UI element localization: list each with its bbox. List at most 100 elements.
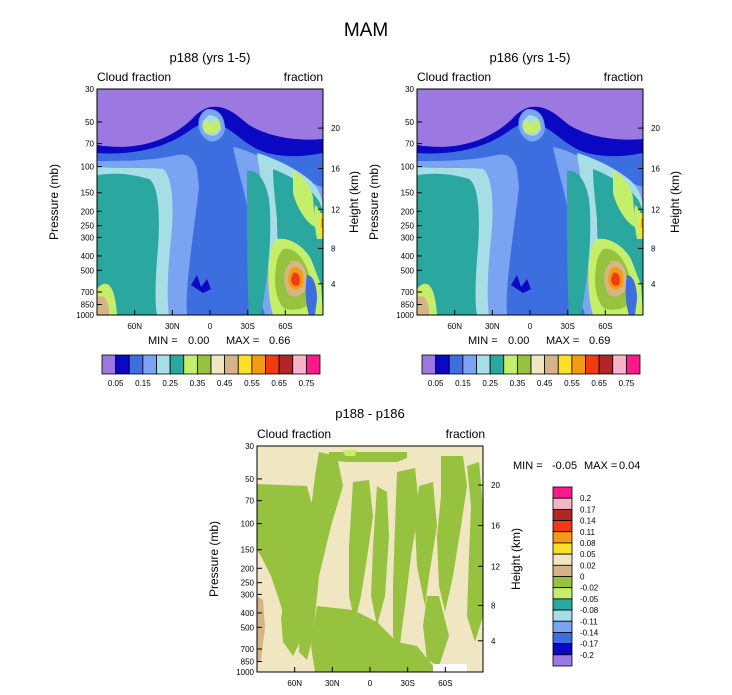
colorbar-label: 0.45	[537, 379, 553, 388]
lat-tick-label: 30S	[401, 679, 415, 688]
y2-axis-label: Height (km)	[509, 528, 523, 590]
pressure-tick-label: 250	[81, 222, 95, 231]
height-tick-label: 8	[651, 244, 656, 253]
colorbar-label: -0.08	[580, 606, 599, 615]
height-tick-label: 20	[651, 124, 660, 133]
pressure-tick-label: 70	[405, 140, 414, 149]
colorbar-swatch	[552, 531, 573, 544]
contour-band-green	[329, 452, 407, 462]
left-corner-label: Cloud fraction	[257, 427, 331, 441]
height-tick-label: 4	[331, 280, 336, 289]
colorbar-swatch	[552, 620, 573, 633]
contour-band-tan	[417, 295, 429, 315]
colorbar-label: 0.08	[580, 539, 596, 548]
left-corner-label: Cloud fraction	[97, 70, 171, 84]
lat-tick-label: 60S	[438, 679, 452, 688]
pressure-tick-label: 30	[85, 85, 94, 94]
colorbar-swatch	[101, 354, 117, 375]
colorbar-swatch	[210, 354, 226, 375]
contour-band-green	[281, 586, 303, 656]
pressure-tick-label: 100	[241, 520, 255, 529]
colorbar-swatch	[552, 564, 573, 577]
contour-band-teal	[417, 173, 479, 315]
contour-band-blue	[625, 275, 637, 315]
contour-band-green	[257, 484, 315, 628]
colorbar: 0.05 0.15 0.25 0.35 0.45 0.55 0.65 0.75	[101, 354, 321, 388]
colorbar-label: 0.75	[619, 379, 635, 388]
contour-band-lightgreen	[523, 120, 540, 134]
max-label: MAX =	[546, 335, 579, 347]
contour-band-lightgreen	[203, 120, 220, 134]
pressure-tick-label: 400	[241, 609, 255, 618]
colorbar-swatch	[585, 354, 600, 375]
contour-layers	[417, 89, 643, 315]
height-tick-label: 8	[491, 601, 496, 610]
height-tick-label: 20	[331, 124, 340, 133]
height-tick-label: 20	[491, 481, 500, 490]
lat-tick-label: 0	[208, 322, 213, 331]
y2-axis-label: Height (km)	[668, 171, 682, 233]
colorbar-swatch	[265, 354, 280, 375]
colorbar-label: 0.45	[217, 379, 233, 388]
pressure-tick-label: 300	[241, 590, 255, 599]
colorbar-label: 0.05	[108, 379, 124, 388]
pressure-tick-label: 850	[241, 658, 255, 667]
colorbar-label: 0.14	[580, 517, 596, 526]
pressure-tick-label: 200	[401, 207, 415, 216]
colorbar-label: 0.05	[428, 379, 444, 388]
panel-title: p186 (yrs 1-5)	[490, 50, 571, 65]
colorbar-label: 0.25	[162, 379, 178, 388]
colorbar-swatch	[462, 354, 477, 375]
height-tick-label: 4	[491, 637, 496, 646]
lat-tick-label: 30N	[325, 679, 340, 688]
pressure-tick-label: 150	[241, 546, 255, 555]
lat-tick-label: 30S	[561, 322, 575, 331]
colorbar-swatch	[552, 598, 573, 611]
colorbar-swatch	[305, 354, 321, 375]
colorbar-label: 0.15	[135, 379, 151, 388]
pressure-tick-label: 200	[81, 207, 95, 216]
colorbar-swatch	[612, 354, 627, 375]
colorbar-swatch	[552, 520, 573, 533]
contour-band-teal	[97, 173, 159, 315]
contour-band-lightgreen	[613, 171, 635, 227]
contour-band-navy	[511, 275, 531, 293]
colorbar-swatch	[552, 587, 573, 600]
colorbar-label: -0.14	[580, 628, 599, 637]
height-tick-label: 12	[491, 562, 500, 571]
max-value: 0.66	[269, 335, 290, 347]
colorbar-swatch	[278, 354, 294, 375]
pressure-tick-label: 500	[81, 266, 95, 275]
left-corner-label: Cloud fraction	[417, 70, 491, 84]
colorbar-swatch	[552, 542, 573, 555]
colorbar-label: 0.17	[580, 505, 596, 514]
figure-title: MAM	[344, 20, 388, 41]
y-axis-label: Pressure (mb)	[47, 164, 61, 240]
colorbar-swatch	[115, 354, 130, 375]
y2-axis-label: Height (km)	[347, 171, 361, 233]
pressure-tick-label: 300	[401, 233, 415, 242]
colorbar-swatch	[448, 354, 464, 375]
right-corner-label: fraction	[284, 70, 323, 84]
contour-band-blue	[305, 275, 317, 315]
colorbar-swatch	[128, 354, 144, 375]
colorbar-label: 0.35	[190, 379, 206, 388]
contour-band-white	[433, 664, 467, 672]
pressure-tick-label: 850	[401, 301, 415, 310]
contour-layers	[97, 89, 323, 315]
pressure-tick-label: 700	[401, 288, 415, 297]
contour-band-green	[437, 456, 467, 612]
min-value: 0.00	[508, 335, 529, 347]
colorbar-label: 0.02	[580, 561, 596, 570]
colorbar-vertical: 0.2 0.17 0.14 0.11 0.08 0.05 0.02 0 -0.02 -0.05 -0…	[552, 486, 599, 667]
y-axis-label: Pressure (mb)	[207, 521, 221, 597]
right-corner-label: fraction	[446, 427, 485, 441]
pressure-tick-label: 50	[245, 475, 254, 484]
height-tick-label: 4	[651, 280, 656, 289]
max-label: MAX =	[584, 460, 617, 472]
colorbar-label: 0.15	[455, 379, 471, 388]
colorbar-label: 0.75	[299, 379, 315, 388]
pressure-tick-label: 150	[401, 189, 415, 198]
